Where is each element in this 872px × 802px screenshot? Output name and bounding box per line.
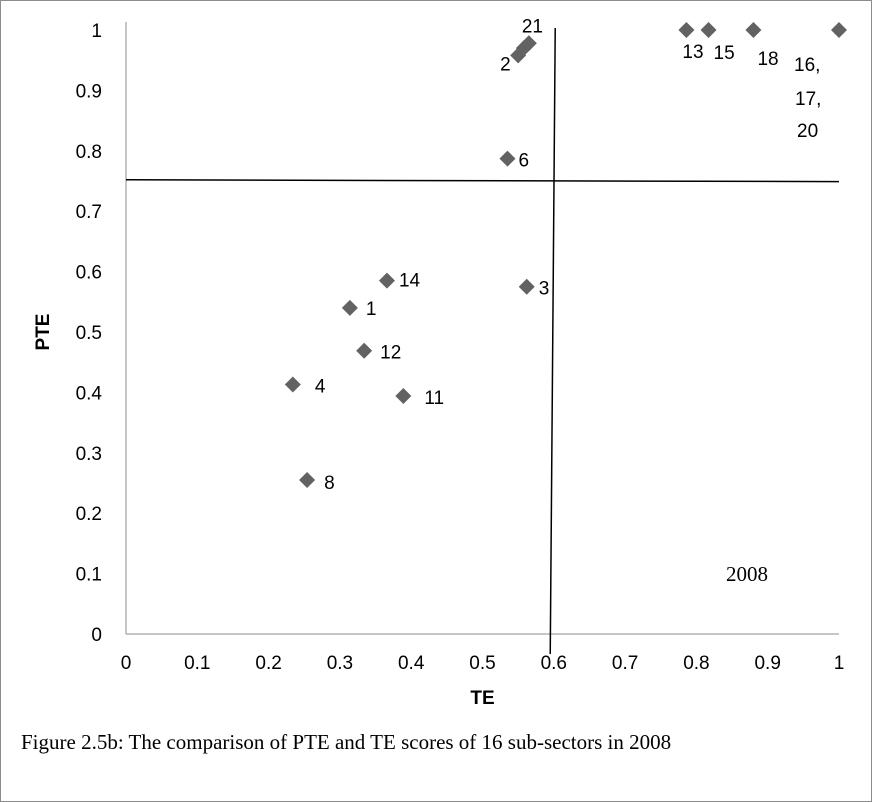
data-point-marker xyxy=(520,35,537,52)
y-tick-label: 0.5 xyxy=(76,323,102,344)
data-point-marker xyxy=(745,22,762,38)
x-tick-label: 0.6 xyxy=(541,653,567,674)
x-tick-label: 0.5 xyxy=(469,653,495,674)
reference-line-vertical xyxy=(549,27,556,655)
x-tick-label: 0.2 xyxy=(255,653,281,674)
y-tick-label: 0 xyxy=(91,625,102,646)
data-point-marker xyxy=(499,150,516,167)
data-point-marker xyxy=(284,376,301,393)
data-point-label: 4 xyxy=(315,377,326,398)
x-tick-label: 1 xyxy=(834,653,845,674)
figure-caption: Figure 2.5b: The comparison of PTE and T… xyxy=(21,730,672,754)
data-point-label: 8 xyxy=(324,473,335,494)
data-point-label: 20 xyxy=(797,121,818,142)
x-tick-label: 0.1 xyxy=(184,653,210,674)
y-tick-label: 0.8 xyxy=(76,142,102,163)
data-point-label: 14 xyxy=(399,271,421,292)
y-tick-label: 0.6 xyxy=(76,263,102,284)
x-tick-label: 0.8 xyxy=(683,653,709,674)
data-point-marker xyxy=(678,22,695,38)
data-point-label: 16, xyxy=(794,55,820,76)
x-tick-label: 0.7 xyxy=(612,653,638,674)
data-point-label: 13 xyxy=(682,42,703,63)
data-point-marker xyxy=(356,342,373,359)
data-point-marker xyxy=(395,388,412,405)
x-tick-label: 0.9 xyxy=(754,653,780,674)
x-tick-label: 0.4 xyxy=(398,653,425,674)
data-point-label: 6 xyxy=(518,151,529,172)
data-point-label: 17, xyxy=(795,89,821,110)
data-point-label: 3 xyxy=(539,279,550,300)
y-tick-label: 0.4 xyxy=(76,383,103,404)
y-tick-label: 1 xyxy=(91,21,102,42)
data-point-label: 2 xyxy=(500,54,511,75)
data-point-marker xyxy=(700,22,717,38)
data-point-marker xyxy=(831,22,847,38)
data-point-label: 18 xyxy=(757,49,778,70)
data-point-label: 21 xyxy=(522,16,543,37)
data-point-label: 15 xyxy=(714,43,735,64)
y-tick-label: 0.3 xyxy=(76,444,102,465)
data-point-marker xyxy=(341,299,358,316)
data-point-marker xyxy=(378,272,395,289)
y-tick-label: 0.9 xyxy=(76,81,102,102)
data-point-label: 11 xyxy=(424,388,444,409)
x-tick-label: 0.3 xyxy=(327,653,353,674)
data-point-marker xyxy=(299,471,316,488)
data-point-label: 12 xyxy=(380,343,401,364)
y-tick-label: 0.2 xyxy=(76,504,102,525)
scatter-chart: 0 0.1 0.2 0.3 0.4 0.5 0.6 0.7 0.8 0.9 1 0 0.1 0.2 0.3 0… xyxy=(33,16,847,709)
x-axis-title: TE xyxy=(470,688,494,709)
year-annotation: 2008 xyxy=(726,562,768,586)
data-point-label: 1 xyxy=(366,299,377,320)
y-tick-label: 0.7 xyxy=(76,202,102,223)
reference-line-horizontal xyxy=(125,179,840,183)
y-tick-label: 0.1 xyxy=(76,565,102,586)
data-point-marker xyxy=(518,278,535,295)
y-axis-title: PTE xyxy=(33,314,54,351)
x-tick-label: 0 xyxy=(121,653,132,674)
